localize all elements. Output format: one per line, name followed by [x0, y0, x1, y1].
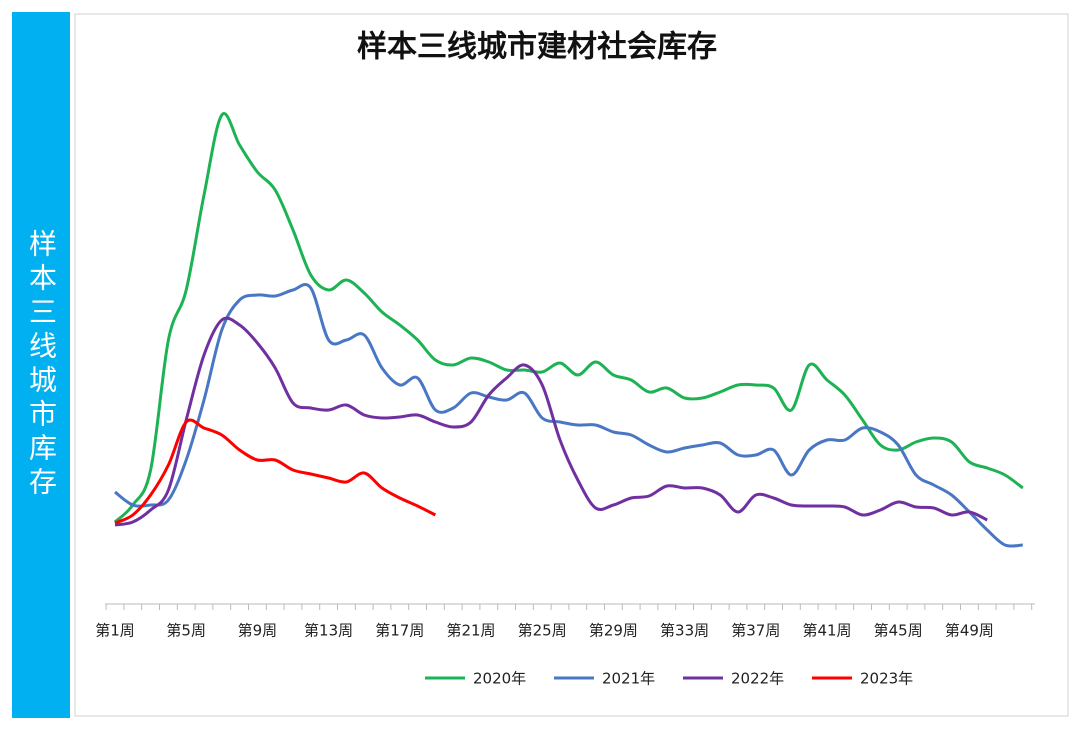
sidebar: 样本三线城市库存 [12, 12, 70, 718]
line [114, 418, 437, 525]
x-tick-label: 第41周 [802, 622, 851, 640]
legend-label: 2021年 [602, 670, 655, 688]
x-tick-label: 第49周 [945, 622, 994, 640]
x-tick-label: 第17周 [375, 622, 424, 640]
x-tick-label: 第33周 [660, 622, 709, 640]
sidebar-label: 样本三线城市库存 [25, 229, 58, 501]
chart-title: 样本三线城市建材社会库存 [357, 30, 717, 65]
x-tick-label: 第1周 [95, 622, 135, 640]
x-tick-label: 第5周 [166, 622, 206, 640]
x-tick-label: 第29周 [589, 622, 638, 640]
x-tick-label: 第21周 [446, 622, 495, 640]
x-tick-label: 第13周 [304, 622, 353, 640]
line [114, 283, 1023, 548]
x-tick-label: 第45周 [874, 622, 923, 640]
line [114, 316, 988, 527]
x-tick-label: 第37周 [731, 622, 780, 640]
legend-label: 2022年 [731, 670, 784, 688]
x-tick-label: 第9周 [238, 622, 278, 640]
chart-frame [74, 13, 1069, 717]
legend-label: 2023年 [860, 670, 913, 688]
legend-label: 2020年 [473, 670, 526, 688]
x-tick-label: 第25周 [518, 622, 567, 640]
